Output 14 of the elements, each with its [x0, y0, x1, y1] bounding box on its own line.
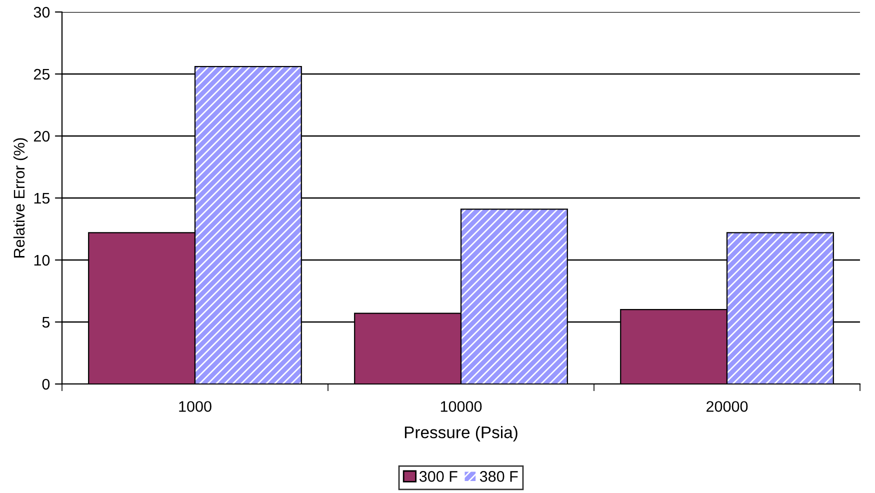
y-tick-label: 0	[42, 378, 50, 390]
x-axis-title: Pressure (Psia)	[404, 426, 518, 442]
y-tick-label: 5	[42, 317, 50, 328]
y-axis-title: Relative Error (%)	[13, 138, 28, 258]
y-tick-label: 20	[34, 130, 50, 142]
y-tick-label: 25	[34, 68, 50, 80]
y-tick-label: 10	[34, 254, 50, 266]
y-tick-label: 15	[34, 193, 50, 204]
x-tick-label: 10000	[440, 401, 482, 412]
legend-label: 380 F	[480, 471, 518, 482]
y-tick-label: 30	[34, 6, 50, 18]
x-tick-label: 1000	[179, 401, 212, 412]
x-tick-label: 20000	[706, 401, 748, 412]
legend-label: 300 F	[419, 471, 458, 482]
